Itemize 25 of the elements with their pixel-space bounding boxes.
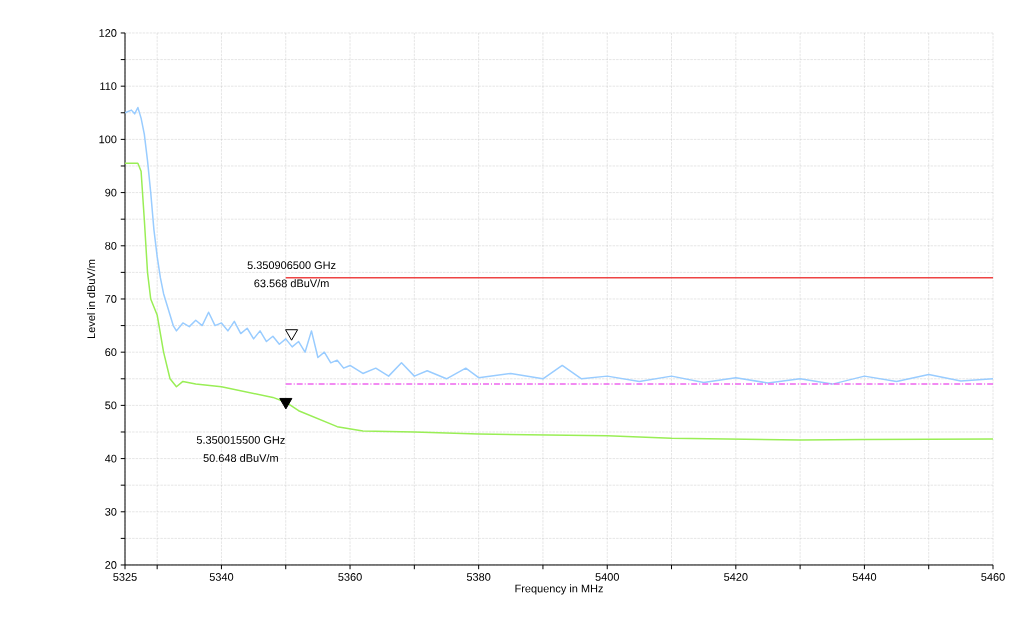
y-tick-label: 70 xyxy=(105,295,117,303)
x-tick-label: 5380 xyxy=(466,573,491,581)
y-tick-label: 100 xyxy=(99,135,117,144)
annotation: 50.648 dBuV/m xyxy=(203,453,278,462)
x-tick-label: 5460 xyxy=(981,573,1005,581)
y-tick-label: 30 xyxy=(105,507,117,516)
annotation: 63.568 dBuV/m xyxy=(254,279,329,288)
annotation: 5.350906500 GHz xyxy=(247,261,336,270)
x-tick-label: 5340 xyxy=(209,573,234,581)
x-tick-label: 5325 xyxy=(113,573,137,581)
y-tick-label: 60 xyxy=(105,348,117,357)
x-axis-title: Frequency in MHz xyxy=(515,584,603,595)
x-tick-label: 5420 xyxy=(724,573,748,581)
x-tick-label: 5400 xyxy=(595,573,619,581)
y-axis-title: Level in dBuV/m xyxy=(87,259,96,338)
y-tick-label: 40 xyxy=(104,454,117,463)
annotation: 5.350015500 GHz xyxy=(196,436,285,444)
y-tick-label: 110 xyxy=(100,82,117,91)
y-tick-label: 50 xyxy=(105,401,117,410)
y-tick-label: 80 xyxy=(105,241,117,250)
x-tick-label: 5440 xyxy=(852,573,877,581)
x-tick-label: 5360 xyxy=(338,573,362,581)
y-tick-label: 90 xyxy=(105,188,117,197)
y-tick-label: 120 xyxy=(99,29,117,37)
y-tick-label: 20 xyxy=(105,561,117,569)
